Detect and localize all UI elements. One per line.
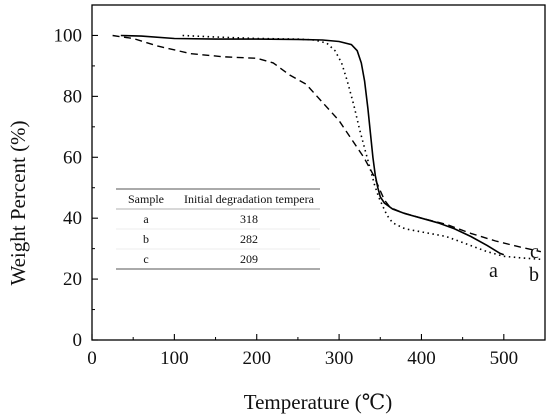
x-tick-label: 300 — [325, 348, 354, 369]
series-line-c — [112, 34, 542, 253]
table-cell-temperature: 318 — [240, 212, 258, 226]
x-axis-title: Temperature (℃) — [244, 390, 393, 414]
x-tick-label: 400 — [407, 348, 436, 369]
y-tick-label: 20 — [63, 269, 82, 290]
table-cell-sample: c — [143, 252, 148, 266]
y-tick-label: 40 — [63, 208, 82, 229]
series-lines — [112, 34, 542, 261]
series-line-b — [182, 34, 541, 261]
table-cell-temperature: 282 — [240, 232, 258, 246]
x-tick-label: 500 — [490, 348, 519, 369]
series-line-a — [120, 34, 505, 256]
x-tick-label: 200 — [242, 348, 271, 369]
table-cell-sample: b — [143, 232, 149, 246]
series-end-label-c: c — [530, 241, 539, 263]
y-tick-label: 80 — [63, 86, 82, 107]
series-end-labels: a b c — [489, 241, 539, 286]
table-header-sample: Sample — [128, 192, 164, 206]
y-tick-label: 0 — [73, 330, 83, 351]
plot-frame-rect — [91, 4, 546, 341]
y-tick-label: 100 — [54, 25, 83, 46]
inset-table: Sample Initial degradation tempera a 318… — [116, 188, 320, 270]
y-tick-label: 60 — [63, 147, 82, 168]
y-axis-title: Weight Percent (%) — [6, 120, 30, 285]
y-axis-tick-labels: 0 20 40 60 80 100 — [54, 25, 83, 351]
table-header-temperature: Initial degradation tempera — [184, 192, 315, 206]
plot-frame — [91, 4, 546, 341]
tick-marks — [91, 34, 505, 341]
series-end-label-a: a — [489, 260, 498, 282]
x-axis-tick-labels: 0 100 200 300 400 500 — [87, 348, 518, 369]
table-cell-temperature: 209 — [240, 252, 258, 266]
table-cell-sample: a — [143, 212, 149, 226]
x-tick-label: 100 — [160, 348, 189, 369]
series-end-label-b: b — [529, 264, 539, 286]
x-tick-label: 0 — [87, 348, 97, 369]
